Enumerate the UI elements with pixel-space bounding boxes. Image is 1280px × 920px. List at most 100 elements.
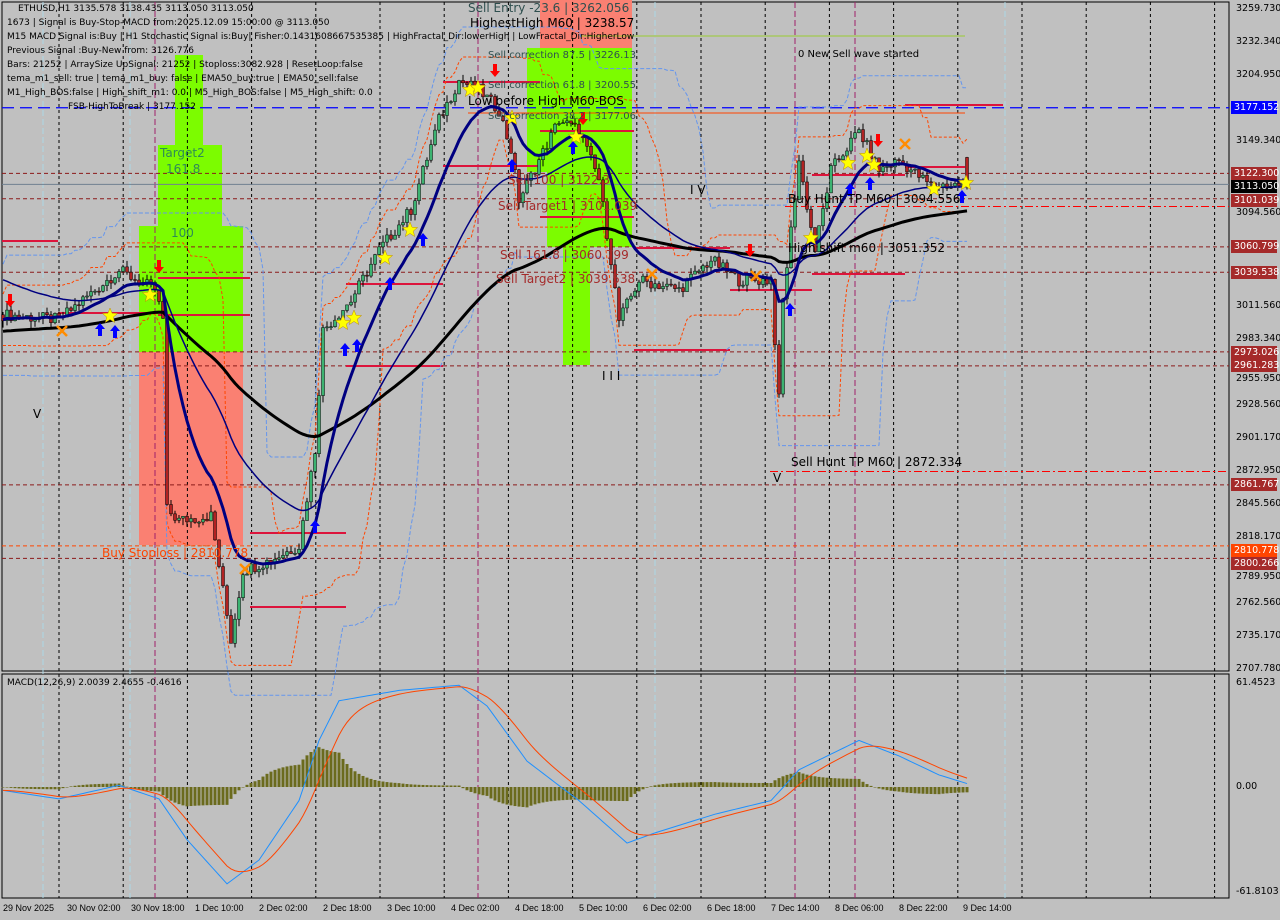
macd-histogram-bar <box>613 787 617 801</box>
candle-bull <box>781 298 785 395</box>
time-tick-label: 6 Dec 02:00 <box>643 903 692 913</box>
candle-bear <box>673 284 677 289</box>
macd-histogram-bar <box>81 784 85 787</box>
candle-bear <box>489 94 493 97</box>
candle-bull <box>393 234 397 240</box>
macd-histogram-bar <box>109 783 113 787</box>
macd-histogram-bar <box>5 787 9 788</box>
macd-histogram-bar <box>649 786 653 787</box>
macd-histogram-bar <box>153 787 157 792</box>
macd-histogram-bar <box>409 784 413 787</box>
macd-histogram-bar <box>533 787 537 805</box>
macd-histogram-bar <box>925 787 929 794</box>
buy-arrow-icon <box>785 303 795 316</box>
macd-histogram-bar <box>281 767 285 787</box>
price-tick-label: 2928.560 <box>1236 399 1280 410</box>
sell-arrow-icon <box>5 294 15 307</box>
price-level-badge: 2961.283 <box>1231 359 1279 373</box>
candle-bull <box>485 94 489 98</box>
exit-cross-icon <box>750 270 762 282</box>
macd-histogram-bar <box>345 764 349 787</box>
macd-histogram-bar <box>881 787 885 790</box>
time-tick-label: 8 Dec 22:00 <box>899 903 948 913</box>
candle-bull <box>305 501 309 521</box>
candle-bull <box>413 200 417 215</box>
candle-bull <box>629 295 633 300</box>
macd-histogram-bar <box>449 785 453 787</box>
macd-histogram-bar <box>309 752 313 787</box>
candle-bull <box>841 155 845 160</box>
star-icon <box>469 79 487 96</box>
macd-histogram-bar <box>341 758 345 787</box>
candle-bull <box>233 618 237 644</box>
outer-envelope-line <box>2 26 967 458</box>
candle-bear <box>69 307 73 311</box>
macd-histogram-bar <box>725 782 729 787</box>
candle-bear <box>569 120 573 124</box>
macd-histogram-bar <box>885 787 889 791</box>
candle-bear <box>917 168 921 178</box>
candle-bull <box>297 549 301 554</box>
price-level-badge: 3039.538 <box>1231 265 1279 279</box>
macd-histogram-bar <box>57 787 61 790</box>
candle-bull <box>857 129 861 133</box>
macd-histogram-bar <box>661 784 665 787</box>
candle-bear <box>929 181 933 184</box>
sell-100-label: Sell 100 | 3122.3 <box>508 173 611 187</box>
highest-high-label: HighestHigh M60 | 3238.57 <box>470 16 635 30</box>
price-level-badge: 3113.050 <box>1231 180 1279 194</box>
candle-bear <box>737 273 741 287</box>
macd-histogram-bar <box>945 787 949 794</box>
macd-histogram-bar <box>273 769 277 787</box>
buy-arrow-icon <box>418 233 428 246</box>
macd-histogram-bar <box>957 787 961 793</box>
macd-histogram-bar <box>9 787 13 788</box>
macd-histogram-bar <box>817 776 821 787</box>
candle-bull <box>325 326 329 329</box>
candle-bear <box>205 518 209 522</box>
sell-entry-label: Sell Entry -23.6 | 3262.056 <box>468 1 630 15</box>
candle-bull <box>829 165 833 194</box>
macd-histogram-bar <box>293 765 297 787</box>
candle-bull <box>85 295 89 298</box>
macd-histogram-bar <box>29 787 33 789</box>
buy-arrow-icon <box>110 325 120 338</box>
macd-histogram-bar <box>241 787 245 788</box>
candle-bull <box>249 563 253 575</box>
candle-bear <box>837 158 841 161</box>
macd-histogram-bar <box>433 785 437 787</box>
macd-histogram-bar <box>769 783 773 787</box>
buy-arrow-icon <box>340 343 350 356</box>
macd-histogram-bar <box>157 787 161 792</box>
low-before-high-label: Low before High M60-BOS <box>468 94 624 108</box>
price-tick-label: 2983.340 <box>1236 333 1280 345</box>
price-tick-label: 3204.950 <box>1236 68 1280 80</box>
macd-histogram-bar <box>505 787 509 805</box>
candle-bear <box>705 265 709 268</box>
macd-layer <box>1 684 969 885</box>
buy-arrow-icon <box>310 520 320 533</box>
macd-histogram-bar <box>137 787 141 790</box>
macd-histogram-bar <box>205 787 209 806</box>
time-tick-label: 30 Nov 18:00 <box>131 903 185 913</box>
candle-bear <box>97 290 101 293</box>
macd-histogram-bar <box>889 787 893 791</box>
candle-bull <box>553 123 557 133</box>
macd-histogram-bar <box>689 782 693 787</box>
candle-bull <box>693 270 697 275</box>
macd-histogram-bar <box>41 787 45 790</box>
wave-iv-label: I V <box>690 183 706 197</box>
macd-histogram-bar <box>509 787 513 806</box>
candle-bull <box>853 132 857 139</box>
macd-histogram-bar <box>737 782 741 787</box>
candle-bear <box>77 304 81 307</box>
macd-histogram-bar <box>801 773 805 787</box>
price-tick-label: 3259.730 <box>1236 3 1280 14</box>
macd-histogram-bar <box>545 787 549 802</box>
macd-histogram-bar <box>473 787 477 794</box>
candle-bull <box>93 290 97 293</box>
macd-histogram-bar <box>569 787 573 800</box>
candle-bull <box>281 555 285 559</box>
macd-histogram-bar <box>373 779 377 787</box>
